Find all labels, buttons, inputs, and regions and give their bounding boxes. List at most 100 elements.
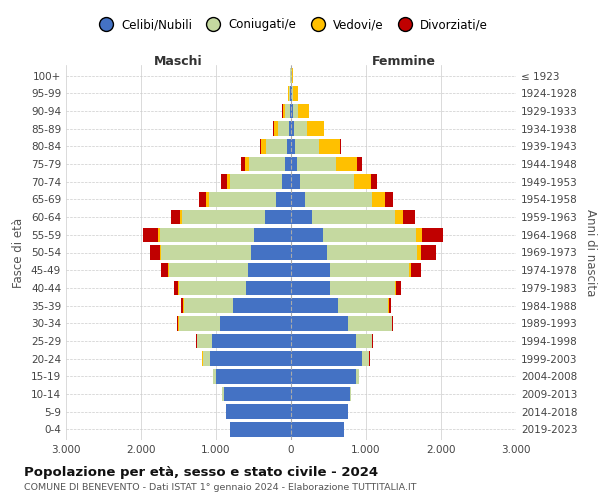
Bar (265, 139, 287, 154)
Bar (246, 280, 291, 295)
Bar (291, 228, 323, 242)
Bar (291, 139, 295, 154)
Bar (260, 139, 261, 154)
Bar (161, 263, 168, 278)
Bar (291, 369, 356, 384)
Bar (292, 68, 293, 83)
Bar (233, 298, 291, 313)
Bar (216, 369, 291, 384)
Bar (293, 122, 307, 136)
Bar (291, 316, 348, 330)
Bar (265, 210, 291, 224)
Bar (291, 174, 300, 189)
Bar (289, 86, 290, 101)
Bar (361, 352, 369, 366)
Bar (293, 86, 298, 101)
Bar (169, 263, 248, 278)
Bar (337, 298, 388, 313)
Bar (291, 422, 343, 436)
Bar (282, 174, 291, 189)
Bar (251, 245, 291, 260)
Bar (160, 228, 254, 242)
Bar (422, 228, 443, 242)
Bar (421, 245, 436, 260)
Bar (210, 352, 291, 366)
Bar (245, 157, 249, 172)
Bar (196, 334, 197, 348)
Bar (229, 174, 282, 189)
Bar (291, 104, 293, 118)
Bar (158, 228, 160, 242)
Bar (276, 192, 291, 206)
Bar (209, 192, 276, 206)
Bar (389, 298, 391, 313)
Bar (273, 122, 274, 136)
Bar (274, 122, 277, 136)
Bar (409, 263, 411, 278)
Bar (229, 422, 291, 436)
Bar (181, 298, 184, 313)
Bar (199, 192, 206, 206)
Bar (340, 139, 341, 154)
Bar (151, 245, 160, 260)
Bar (197, 334, 212, 348)
Bar (291, 263, 330, 278)
Bar (223, 387, 291, 402)
Bar (327, 245, 417, 260)
Bar (336, 157, 357, 172)
Text: Femmine: Femmine (371, 54, 436, 68)
Bar (397, 280, 401, 295)
Bar (221, 174, 227, 189)
Bar (295, 139, 319, 154)
Bar (292, 86, 293, 101)
Bar (143, 228, 158, 242)
Bar (323, 122, 325, 136)
Bar (178, 280, 179, 295)
Bar (227, 174, 229, 189)
Bar (285, 157, 291, 172)
Bar (395, 280, 397, 295)
Bar (206, 192, 209, 206)
Bar (371, 174, 377, 189)
Bar (290, 104, 291, 118)
Bar (212, 334, 291, 348)
Bar (403, 210, 415, 224)
Bar (291, 122, 293, 136)
Bar (416, 228, 422, 242)
Bar (174, 280, 178, 295)
Bar (323, 228, 416, 242)
Bar (330, 280, 395, 295)
Bar (170, 210, 181, 224)
Legend: Celibi/Nubili, Coniugati/e, Vedovi/e, Divorziati/e: Celibi/Nubili, Coniugati/e, Vedovi/e, Di… (94, 18, 488, 32)
Bar (184, 298, 233, 313)
Bar (300, 174, 354, 189)
Bar (349, 387, 351, 402)
Bar (330, 263, 409, 278)
Bar (297, 157, 336, 172)
Bar (254, 228, 291, 242)
Bar (298, 104, 309, 118)
Bar (283, 104, 285, 118)
Bar (291, 404, 348, 419)
Bar (289, 122, 291, 136)
Bar (312, 210, 395, 224)
Bar (291, 192, 305, 206)
Bar (411, 263, 421, 278)
Bar (291, 334, 355, 348)
Bar (291, 352, 361, 366)
Bar (417, 245, 421, 260)
Bar (293, 104, 298, 118)
Bar (222, 387, 223, 402)
Bar (248, 263, 291, 278)
Y-axis label: Anni di nascita: Anni di nascita (584, 209, 597, 296)
Bar (357, 157, 361, 172)
Bar (181, 210, 182, 224)
Bar (372, 192, 385, 206)
Bar (291, 86, 292, 101)
Bar (226, 404, 291, 419)
Bar (249, 157, 285, 172)
Bar (388, 298, 389, 313)
Bar (348, 316, 392, 330)
Text: COMUNE DI BENEVENTO - Dati ISTAT 1° gennaio 2024 - Elaborazione TUTTITALIA.IT: COMUNE DI BENEVENTO - Dati ISTAT 1° genn… (24, 483, 416, 492)
Bar (356, 369, 359, 384)
